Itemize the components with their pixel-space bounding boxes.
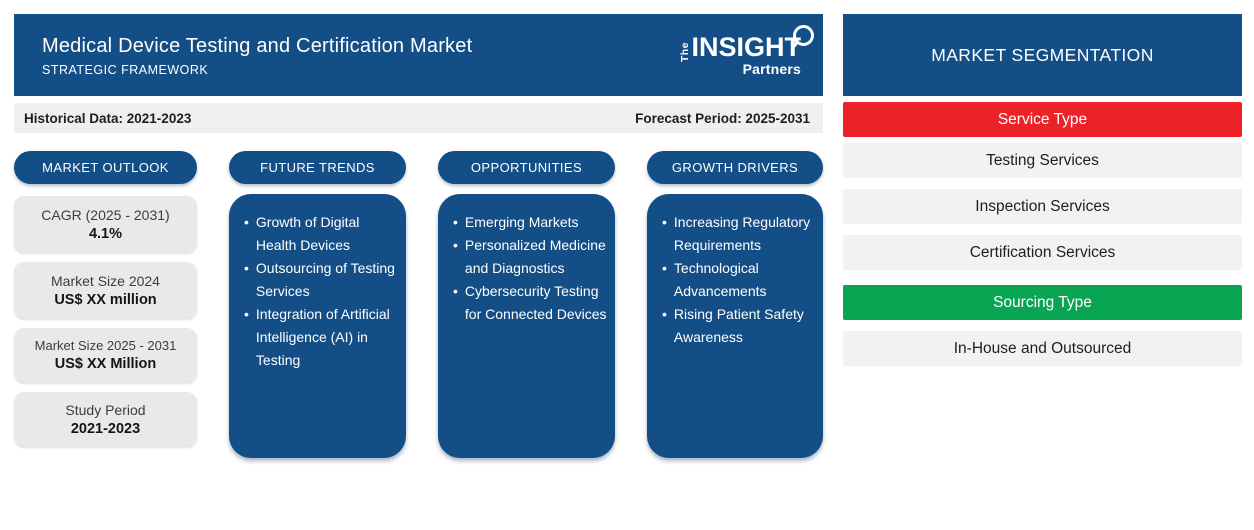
list-item: Integration of Artificial Intelligence (… [244, 303, 398, 372]
stat-card-market-size-2024: Market Size 2024 US$ XX million [14, 262, 197, 318]
segment-item-inspection-services: Inspection Services [843, 189, 1242, 224]
page-subtitle: STRATEGIC FRAMEWORK [42, 63, 209, 77]
list-item-text: Emerging Markets [464, 214, 579, 230]
logo-partners-text: Partners [742, 61, 801, 77]
growth-drivers-header: GROWTH DRIVERS [647, 151, 823, 184]
stat-label: CAGR (2025 - 2031) [41, 206, 170, 223]
future-trends-card: Growth of Digital Health Devices Outsour… [229, 194, 406, 458]
stat-card-study-period: Study Period 2021-2023 [14, 392, 197, 446]
list-item: Outsourcing of Testing Services [244, 257, 398, 303]
list-item-text: Rising Patient Safety Awareness [673, 306, 804, 345]
column-future-trends: FUTURE TRENDS Growth of Digital Health D… [229, 151, 406, 458]
historical-data-label: Historical Data: 2021-2023 [24, 110, 192, 126]
list-item-text: Cybersecurity Testing for Connected Devi… [464, 283, 607, 322]
segment-item-testing-services: Testing Services [843, 143, 1242, 178]
growth-drivers-card: Increasing Regulatory Requirements Techn… [647, 194, 823, 458]
list-item-text: Integration of Artificial Intelligence (… [255, 306, 390, 368]
forecast-period-label: Forecast Period: 2025-2031 [635, 110, 810, 126]
framework-columns: MARKET OUTLOOK CAGR (2025 - 2031) 4.1% M… [14, 151, 823, 458]
page-title: Medical Device Testing and Certification… [42, 35, 473, 57]
logo-the-text: The [678, 41, 691, 62]
column-growth-drivers: GROWTH DRIVERS Increasing Regulatory Req… [647, 151, 823, 458]
market-segmentation-panel: MARKET SEGMENTATION Service Type Testing… [843, 14, 1242, 366]
magnifier-lens-icon [793, 25, 814, 46]
column-opportunities: OPPORTUNITIES Emerging Markets Personali… [438, 151, 615, 458]
future-trends-header: FUTURE TRENDS [229, 151, 406, 184]
stat-label: Market Size 2024 [51, 272, 160, 289]
list-item: Technological Advancements [662, 257, 815, 303]
list-item: Cybersecurity Testing for Connected Devi… [453, 280, 607, 326]
stat-label: Market Size 2025 - 2031 [34, 338, 177, 353]
stat-value: US$ XX million [54, 291, 157, 308]
column-market-outlook: MARKET OUTLOOK CAGR (2025 - 2031) 4.1% M… [14, 151, 197, 458]
insight-partners-logo: The INSIGHT Partners [678, 25, 814, 79]
market-segmentation-title: MARKET SEGMENTATION [843, 14, 1242, 96]
list-item: Increasing Regulatory Requirements [662, 211, 815, 257]
list-item: Personalized Medicine and Diagnostics [453, 234, 607, 280]
stat-value: 2021-2023 [70, 420, 141, 437]
opportunities-card: Emerging Markets Personalized Medicine a… [438, 194, 615, 458]
segment-service-type: Service Type [843, 102, 1242, 137]
list-item-text: Growth of Digital Health Devices [255, 214, 360, 253]
stat-card-cagr: CAGR (2025 - 2031) 4.1% [14, 196, 197, 252]
list-item-text: Technological Advancements [673, 260, 767, 299]
segment-item-in-house-and-outsourced: In-House and Outsourced [843, 331, 1242, 366]
list-item: Rising Patient Safety Awareness [662, 303, 815, 349]
segment-sourcing-type: Sourcing Type [843, 285, 1242, 320]
logo-main: INSIGHT Partners [691, 25, 814, 79]
market-outlook-header: MARKET OUTLOOK [14, 151, 197, 184]
segment-item-certification-services: Certification Services [843, 235, 1242, 270]
stat-card-market-size-2025-2031: Market Size 2025 - 2031 US$ XX Million [14, 328, 197, 382]
list-item-text: Personalized Medicine and Diagnostics [464, 237, 606, 276]
stat-value: 4.1% [88, 225, 123, 242]
period-bar: Historical Data: 2021-2023 Forecast Peri… [14, 103, 823, 133]
opportunities-header: OPPORTUNITIES [438, 151, 615, 184]
list-item: Growth of Digital Health Devices [244, 211, 398, 257]
list-item-text: Outsourcing of Testing Services [255, 260, 395, 299]
logo-insight-text: INSIGHT [691, 32, 801, 62]
stat-value: US$ XX Million [54, 356, 157, 372]
stat-label: Study Period [65, 401, 146, 418]
list-item-text: Increasing Regulatory Requirements [673, 214, 811, 253]
report-header: Medical Device Testing and Certification… [14, 14, 823, 96]
list-item: Emerging Markets [453, 211, 607, 234]
